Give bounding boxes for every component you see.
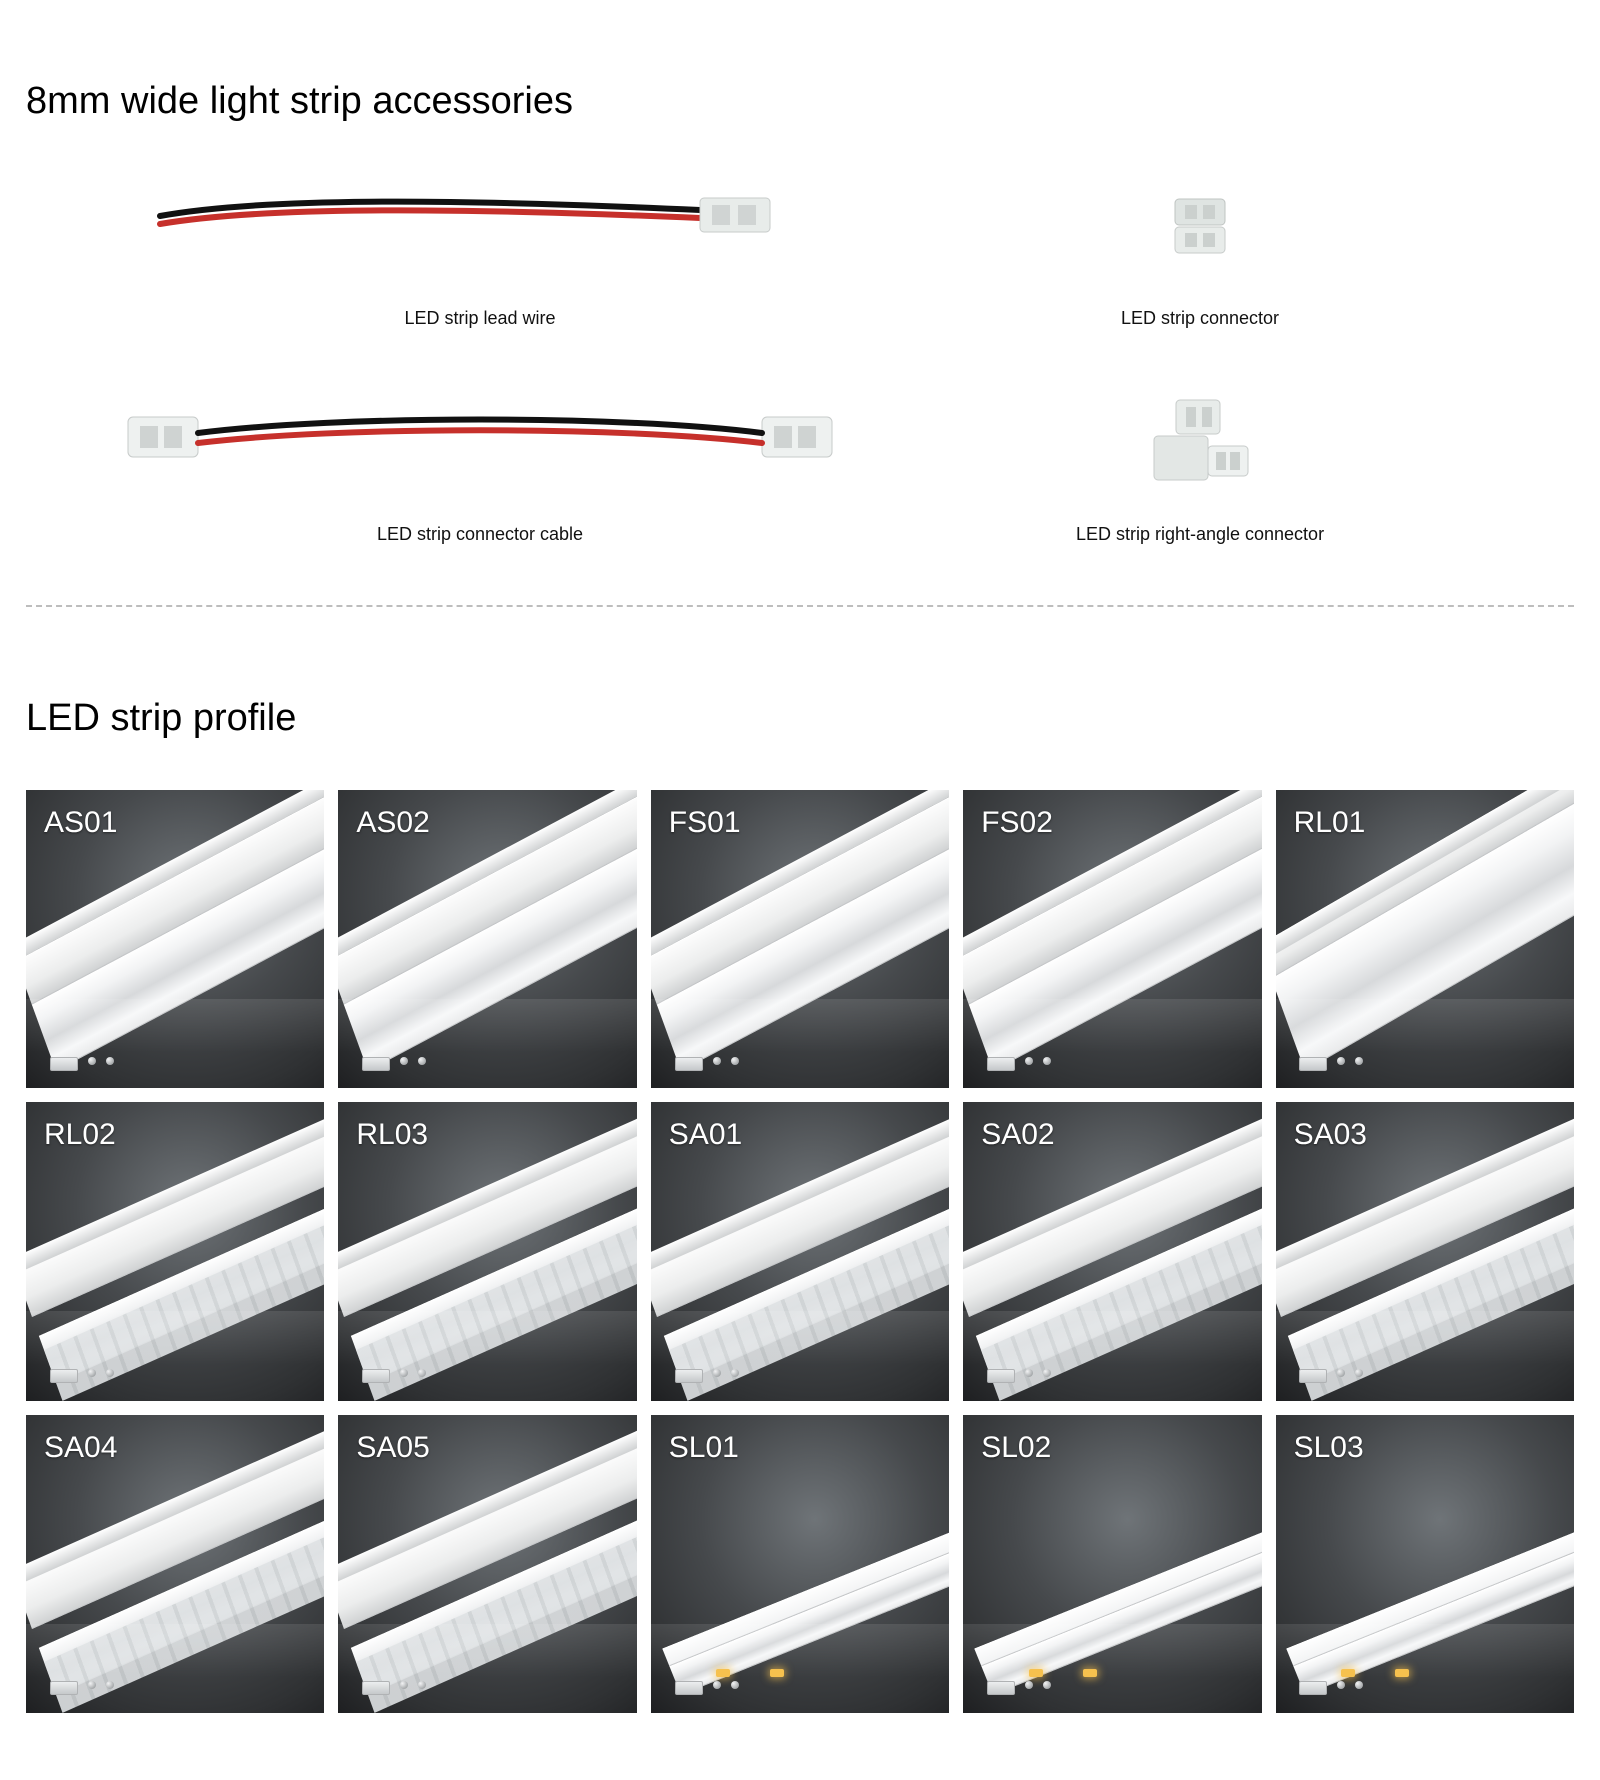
mounting-hardware-icon	[1299, 1057, 1363, 1071]
profile-tile-sa01: SA01	[651, 1102, 949, 1400]
mounting-hardware-icon	[362, 1057, 426, 1071]
accessory-connector-cable: LED strip connector cable	[120, 389, 840, 545]
mounting-hardware-icon	[675, 1369, 739, 1383]
mounting-hardware-icon	[1299, 1681, 1363, 1695]
accessory-label: LED strip right-angle connector	[1076, 524, 1324, 545]
profile-tile-sa02: SA02	[963, 1102, 1261, 1400]
mounting-hardware-icon	[50, 1057, 114, 1071]
accessory-right-angle: LED strip right-angle connector	[920, 389, 1480, 545]
led-dots-icon	[716, 1669, 784, 1677]
profile-tile-rl01: RL01	[1276, 790, 1574, 1088]
profile-code-label: RL03	[356, 1118, 428, 1152]
connector-icon	[1165, 193, 1235, 263]
profile-tile-rl03: RL03	[338, 1102, 636, 1400]
profile-tile-fs02: FS02	[963, 790, 1261, 1088]
lead-wire-illustration	[120, 173, 840, 283]
profile-grid: AS01 AS02 FS01 FS02 RL01 RL02 RL03 SA01 SA02 SA03…	[20, 790, 1580, 1713]
mounting-hardware-icon	[987, 1369, 1051, 1383]
mounting-hardware-icon	[362, 1681, 426, 1695]
profile-tile-fs01: FS01	[651, 790, 949, 1088]
accessories-heading: 8mm wide light strip accessories	[20, 80, 1580, 123]
profile-code-label: AS01	[44, 806, 117, 840]
mounting-hardware-icon	[362, 1369, 426, 1383]
profile-code-label: SA04	[44, 1431, 117, 1465]
profile-tile-sa04: SA04	[26, 1415, 324, 1713]
profile-tile-sa03: SA03	[1276, 1102, 1574, 1400]
profile-tile-sl01: SL01	[651, 1415, 949, 1713]
profile-code-label: RL01	[1294, 806, 1366, 840]
profile-code-label: SA02	[981, 1118, 1054, 1152]
profile-code-label: SL02	[981, 1431, 1051, 1465]
page: 8mm wide light strip accessories LED str…	[0, 0, 1600, 1753]
profile-tile-sl03: SL03	[1276, 1415, 1574, 1713]
right-angle-illustration	[920, 389, 1480, 499]
right-angle-connector-icon	[1140, 394, 1260, 494]
accessories-grid: LED strip lead wire LED strip connector	[20, 173, 1580, 605]
accessory-lead-wire: LED strip lead wire	[120, 173, 840, 329]
mounting-hardware-icon	[1299, 1369, 1363, 1383]
profile-tile-sl02: SL02	[963, 1415, 1261, 1713]
mounting-hardware-icon	[987, 1681, 1051, 1695]
profile-tile-as02: AS02	[338, 790, 636, 1088]
profile-tile-rl02: RL02	[26, 1102, 324, 1400]
mounting-hardware-icon	[50, 1369, 114, 1383]
mounting-hardware-icon	[987, 1057, 1051, 1071]
led-dots-icon	[1341, 1669, 1409, 1677]
profile-code-label: FS02	[981, 806, 1053, 840]
led-dots-icon	[1029, 1669, 1097, 1677]
profile-code-label: SL01	[669, 1431, 739, 1465]
profile-code-label: SL03	[1294, 1431, 1364, 1465]
lead-wire-icon	[140, 188, 820, 268]
connector-illustration	[920, 173, 1480, 283]
mounting-hardware-icon	[675, 1057, 739, 1071]
connector-cable-icon	[120, 399, 840, 489]
profile-code-label: SA05	[356, 1431, 429, 1465]
profile-heading: LED strip profile	[20, 697, 1580, 740]
profile-tile-sa05: SA05	[338, 1415, 636, 1713]
profile-code-label: RL02	[44, 1118, 116, 1152]
accessory-label: LED strip connector	[1121, 308, 1279, 329]
section-divider	[26, 605, 1574, 607]
accessory-connector: LED strip connector	[920, 173, 1480, 329]
profile-code-label: FS01	[669, 806, 741, 840]
mounting-hardware-icon	[50, 1681, 114, 1695]
accessory-label: LED strip connector cable	[377, 524, 583, 545]
profile-code-label: SA03	[1294, 1118, 1367, 1152]
mounting-hardware-icon	[675, 1681, 739, 1695]
profile-tile-as01: AS01	[26, 790, 324, 1088]
accessory-label: LED strip lead wire	[404, 308, 555, 329]
connector-cable-illustration	[120, 389, 840, 499]
profile-code-label: SA01	[669, 1118, 742, 1152]
profile-code-label: AS02	[356, 806, 429, 840]
